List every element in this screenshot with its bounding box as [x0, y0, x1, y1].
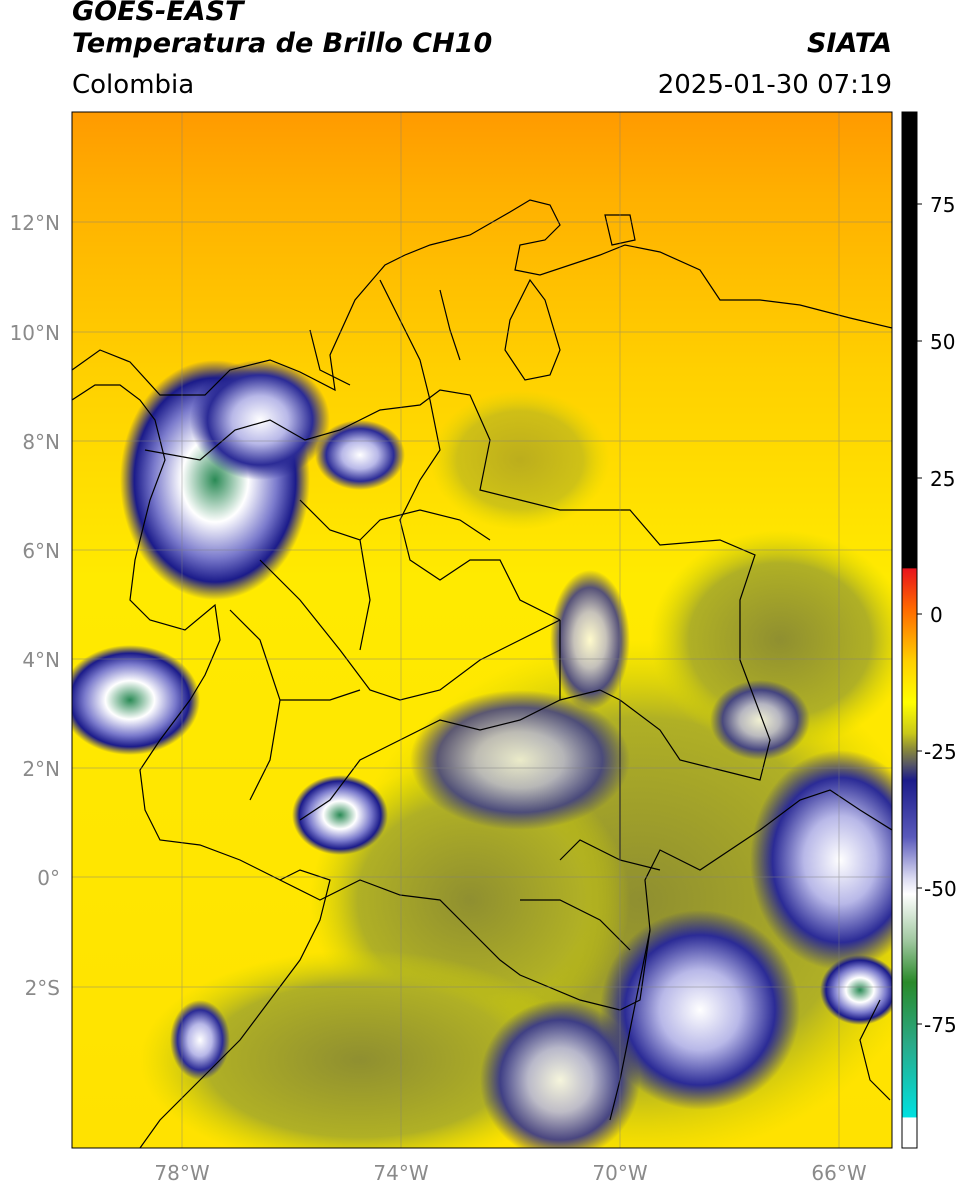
lon-label: 70°W	[592, 1161, 647, 1185]
longitude-labels: 78°W 74°W 70°W 66°W	[154, 1161, 866, 1185]
lat-label: 4°N	[22, 648, 60, 672]
colorbar-ticks	[917, 203, 922, 1025]
lon-label: 78°W	[154, 1161, 209, 1185]
colorbar-labels: 75 50 25 0 -25 -50 -75	[924, 193, 957, 1037]
lat-label: 2°N	[22, 757, 60, 781]
lat-label: 6°N	[22, 539, 60, 563]
colorbar-tick-label: -25	[924, 740, 957, 764]
colorbar-tick-label: 25	[930, 467, 955, 491]
brightness-temperature-field	[72, 112, 892, 1148]
satellite-title: GOES-EAST	[72, 0, 244, 27]
colorbar	[901, 111, 918, 1149]
lon-label: 66°W	[811, 1161, 866, 1185]
lon-label: 74°W	[373, 1161, 428, 1185]
datetime-label: 2025-01-30 07:19	[657, 70, 892, 100]
lat-label: 12°N	[10, 211, 60, 235]
region-label: Colombia	[72, 70, 195, 100]
colorbar-tick-label: 50	[930, 330, 955, 354]
colorbar-tick-label: -50	[924, 877, 957, 901]
lat-label: 2°S	[25, 976, 60, 1000]
lat-label: 8°N	[22, 430, 60, 454]
colorbar-tick-label: 75	[930, 193, 955, 217]
agency-label: SIATA	[806, 28, 892, 59]
product-title: Temperatura de Brillo CH10	[72, 28, 493, 59]
colorbar-tick-label: -75	[924, 1013, 957, 1037]
lat-label: 10°N	[10, 321, 60, 345]
latitude-labels: 12°N 10°N 8°N 6°N 4°N 2°N 0° 2°S	[10, 211, 60, 1000]
graticule	[72, 112, 892, 1148]
map-frame	[71, 111, 893, 1149]
lat-label: 0°	[37, 866, 60, 890]
colorbar-tick-label: 0	[930, 603, 943, 627]
